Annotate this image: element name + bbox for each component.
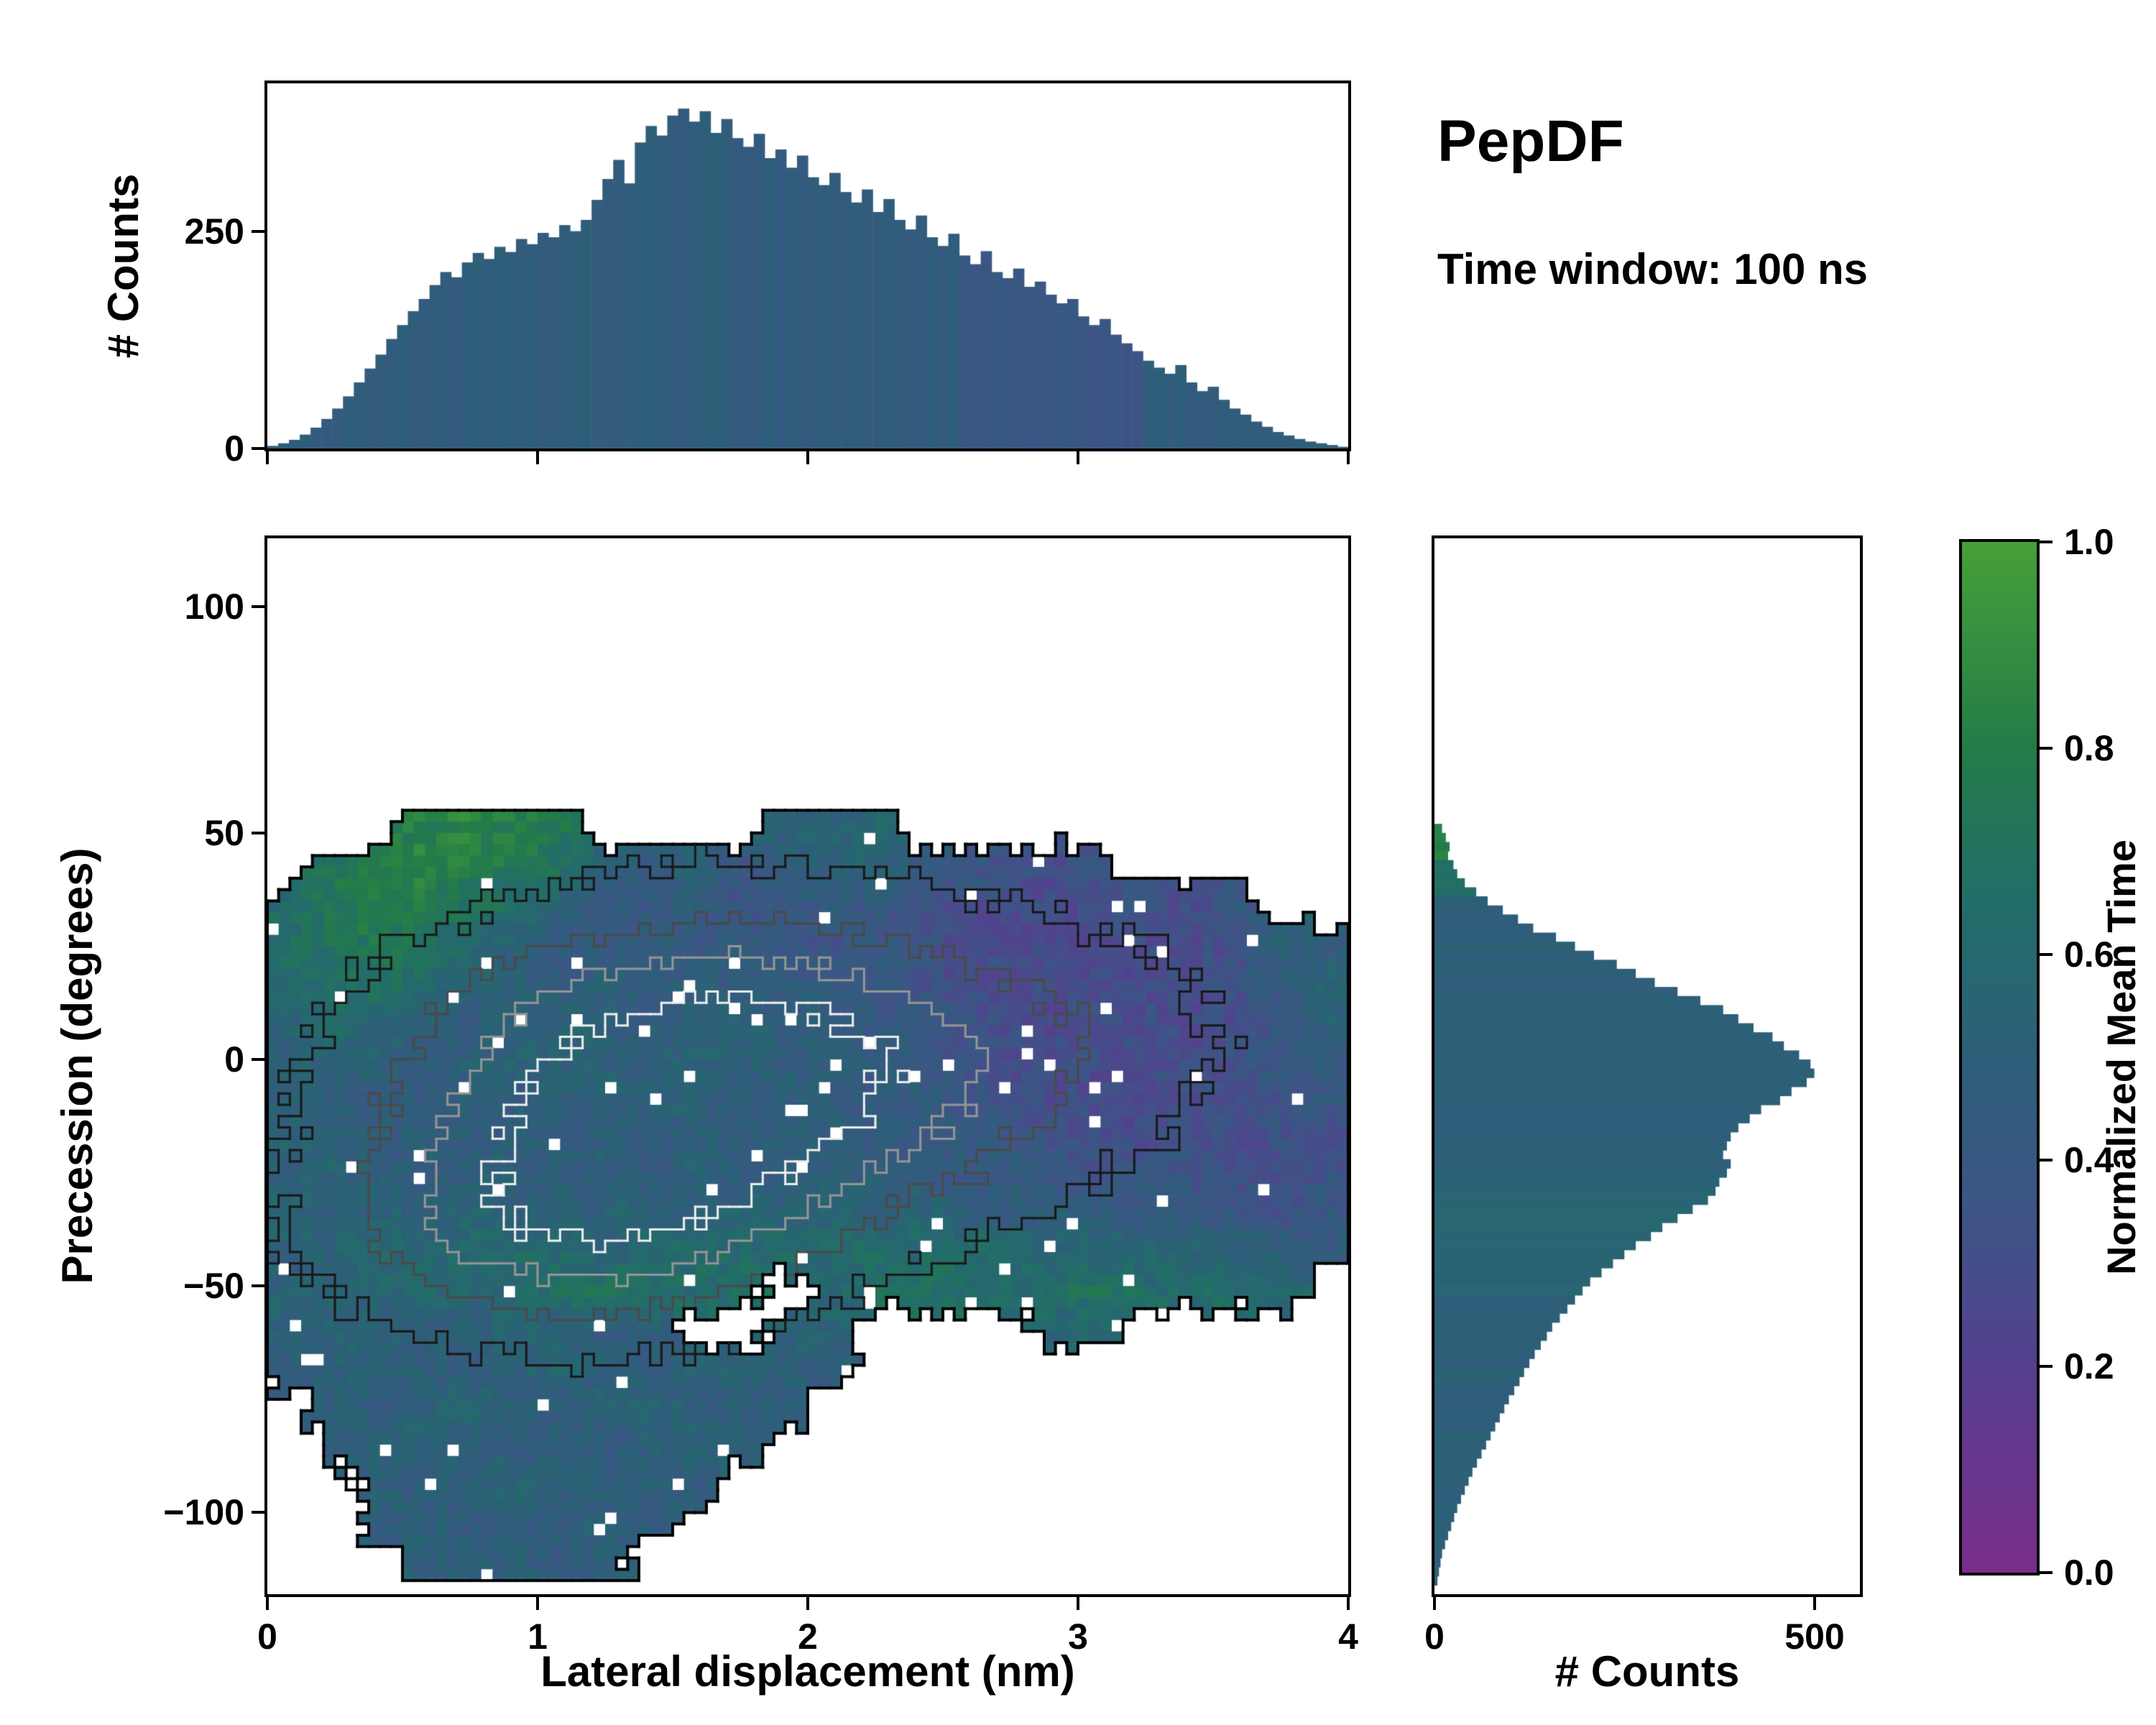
main-ytick-0: 0	[224, 1039, 244, 1080]
colorbar-tick-0.2: 0.2	[2064, 1346, 2114, 1386]
colorbar-tick-0.0: 0.0	[2064, 1552, 2114, 1593]
colorbar-tick-mark	[2040, 747, 2053, 750]
main-xtick-2: 2	[798, 1616, 818, 1657]
main-y-tick-mark	[252, 1284, 264, 1287]
right-histogram-canvas	[1434, 538, 1860, 1594]
main-ylabel: Precession (degrees)	[53, 847, 101, 1284]
top-hist-x-tick-mark	[536, 451, 539, 464]
top-hist-ytick-0: 0	[224, 428, 244, 469]
top-hist-x-tick-mark	[1077, 451, 1079, 464]
colorbar-canvas	[1962, 542, 2037, 1573]
colorbar-label: Normalized Mean Time	[2099, 840, 2144, 1275]
main-x-tick-mark	[536, 1597, 539, 1610]
figure-subtitle: Time window: 100 ns	[1437, 245, 1869, 293]
main-xtick-0: 0	[257, 1616, 277, 1657]
colorbar-tick-mark	[2040, 1571, 2053, 1574]
main-xtick-3: 3	[1068, 1616, 1088, 1657]
main-ytick-100: 100	[184, 586, 244, 627]
main-heatmap-panel	[264, 535, 1351, 1597]
main-y-tick-mark	[252, 1058, 264, 1061]
main-y-tick-mark	[252, 1511, 264, 1514]
right-hist-xlabel: # Counts	[1554, 1647, 1740, 1696]
top-hist-x-tick-mark	[1347, 451, 1350, 464]
colorbar-tick-mark	[2040, 540, 2053, 543]
top-hist-x-tick-mark	[266, 451, 269, 464]
right-hist-xtick-500: 500	[1784, 1616, 1845, 1657]
main-y-tick-mark	[252, 605, 264, 608]
main-xtick-4: 4	[1338, 1616, 1358, 1657]
main-x-tick-mark	[1347, 1597, 1350, 1610]
right-histogram-panel	[1432, 535, 1863, 1597]
top-hist-y-tick-mark	[252, 230, 264, 233]
colorbar-tick-mark	[2040, 953, 2053, 956]
main-ytick-m50: −50	[183, 1266, 244, 1306]
top-hist-ytick-250: 250	[184, 211, 244, 252]
main-xlabel: Lateral displacement (nm)	[540, 1647, 1075, 1696]
main-ytick-m100: −100	[163, 1492, 244, 1532]
main-x-tick-mark	[1077, 1597, 1079, 1610]
top-histogram-canvas	[267, 83, 1348, 448]
figure-title: PepDF	[1437, 109, 1624, 174]
top-hist-y-tick-mark	[252, 447, 264, 450]
colorbar-tick-0.4: 0.4	[2064, 1140, 2114, 1180]
colorbar-tick-0.8: 0.8	[2064, 728, 2114, 768]
colorbar-tick-0.6: 0.6	[2064, 934, 2114, 975]
top-hist-x-tick-mark	[806, 451, 809, 464]
right-hist-x-tick-mark	[1813, 1597, 1816, 1610]
top-hist-ylabel: # Counts	[99, 173, 147, 359]
colorbar-tick-1.0: 1.0	[2064, 522, 2114, 562]
colorbar-panel	[1959, 539, 2040, 1576]
top-histogram-panel	[264, 80, 1351, 451]
colorbar-tick-mark	[2040, 1159, 2053, 1162]
main-y-tick-mark	[252, 832, 264, 834]
right-hist-xtick-0: 0	[1424, 1616, 1445, 1657]
main-ytick-50: 50	[204, 813, 244, 853]
right-hist-x-tick-mark	[1433, 1597, 1436, 1610]
main-x-tick-mark	[806, 1597, 809, 1610]
main-x-tick-mark	[266, 1597, 269, 1610]
colorbar-tick-mark	[2040, 1365, 2053, 1368]
heatmap-canvas	[267, 538, 1348, 1594]
main-xtick-1: 1	[528, 1616, 548, 1657]
